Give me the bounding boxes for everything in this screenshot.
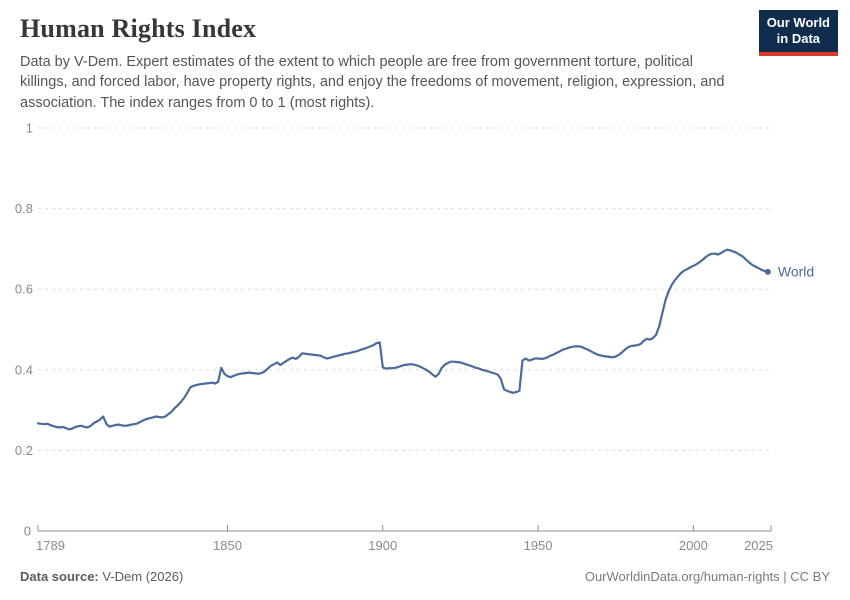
y-axis-tick-label: 0.4 bbox=[15, 362, 33, 377]
world-line-series[interactable] bbox=[36, 248, 769, 431]
y-axis-tick-label: 0 bbox=[24, 524, 31, 539]
y-axis-tick-label: 1 bbox=[26, 121, 33, 136]
x-axis-tick-label: 1789 bbox=[36, 538, 65, 553]
data-source-value: V-Dem (2026) bbox=[98, 569, 184, 584]
footer-credit-link[interactable]: OurWorldinData.org/human-rights | CC BY bbox=[584, 569, 830, 584]
y-axis-tick-label: 0.6 bbox=[15, 282, 33, 297]
x-axis-tick-label: 2025 bbox=[744, 538, 773, 553]
x-axis-tick-label: 1950 bbox=[524, 538, 553, 553]
y-axis-tick-label: 0.2 bbox=[15, 443, 33, 458]
chart-subtitle: Data by V-Dem. Expert estimates of the e… bbox=[20, 54, 725, 111]
owid-logo-line1: Our World bbox=[766, 15, 830, 30]
owid-logo-line2: in Data bbox=[776, 31, 821, 47]
x-axis-tick-label: 1900 bbox=[368, 538, 397, 553]
owid-logo[interactable]: Our World in Data bbox=[758, 10, 838, 56]
series-label-world[interactable]: World bbox=[778, 263, 814, 279]
page-title: Human Rights Index bbox=[20, 14, 257, 43]
data-source-note: Data source: V-Dem (2026) bbox=[20, 569, 183, 584]
x-axis-tick-label: 1850 bbox=[213, 538, 242, 553]
data-source-label: Data source: bbox=[20, 569, 99, 584]
x-axis-tick-label: 2000 bbox=[679, 538, 708, 553]
y-axis-tick-label: 0.8 bbox=[15, 201, 33, 216]
world-endpoint-marker[interactable] bbox=[764, 268, 771, 275]
